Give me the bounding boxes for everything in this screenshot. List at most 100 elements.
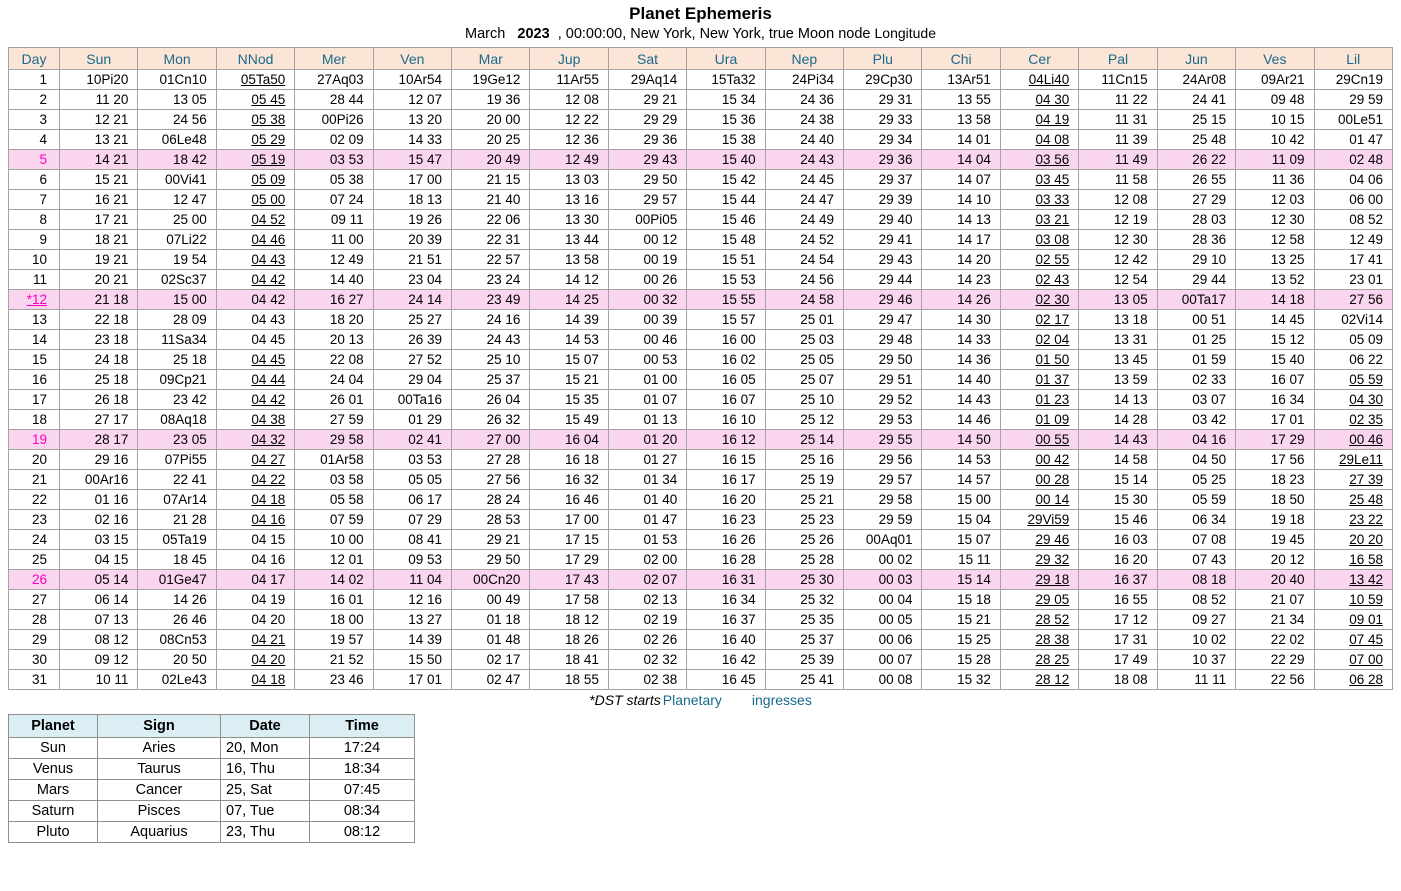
position-cell: 14 20 — [921, 249, 1001, 270]
position-cell: 16 34 — [686, 589, 766, 610]
position-cell: 14 40 — [294, 269, 374, 290]
position-cell: 25 18 — [58, 369, 139, 390]
position-cell: 09 53 — [372, 549, 453, 570]
position-cell: 12 49 — [1313, 229, 1393, 250]
position-cell: 13Ar51 — [921, 69, 1001, 90]
ingresses-table-body: Sun Aries 20, Mon 17:24 Venus Taurus 16, Thu 18… — [8, 737, 415, 843]
column-header-lil: Lil — [1313, 47, 1393, 70]
position-cell: 00 55 — [999, 429, 1080, 450]
position-cell: 00Pi05 — [607, 209, 688, 230]
position-cell: 20 12 — [1235, 549, 1315, 570]
position-cell: 03 53 — [372, 449, 453, 470]
position-cell: 20 50 — [137, 649, 217, 670]
column-header-chi: Chi — [921, 47, 1001, 70]
position-cell: 29 56 — [843, 449, 923, 470]
position-cell: 14 53 — [921, 449, 1001, 470]
position-cell: 17 41 — [1313, 249, 1393, 270]
position-cell: 15 44 — [686, 189, 766, 210]
position-cell: 09Cp21 — [137, 369, 217, 390]
position-cell: 29 43 — [843, 249, 923, 270]
position-cell: 25 37 — [764, 629, 845, 650]
position-cell: 00Pi26 — [294, 109, 374, 130]
position-cell: 12 01 — [294, 549, 374, 570]
position-cell: 00 32 — [607, 289, 688, 310]
column-header-sat: Sat — [607, 47, 688, 70]
position-cell: 29Aq14 — [607, 69, 688, 90]
position-cell: 20 40 — [1235, 569, 1315, 590]
position-cell: 12 08 — [529, 89, 609, 110]
position-cell: 11 11 — [1156, 669, 1237, 690]
position-cell: 03 07 — [1156, 389, 1237, 410]
position-cell: 19 21 — [58, 249, 139, 270]
position-cell: 05Ta19 — [137, 529, 217, 550]
dst-note: *DST starts — [589, 692, 661, 708]
position-cell: 12 47 — [137, 189, 217, 210]
ephemeris-row: 14 23 18 11Sa34 04 45 20 13 26 39 24 43 14 53 00… — [8, 329, 1393, 350]
position-cell: 29 44 — [1156, 269, 1237, 290]
position-cell: 16 10 — [686, 409, 766, 430]
position-cell: 10 02 — [1156, 629, 1237, 650]
position-cell: 20 49 — [451, 149, 531, 170]
position-cell: 26 55 — [1156, 169, 1237, 190]
position-cell: 05 38 — [294, 169, 374, 190]
position-cell: 11Sa34 — [137, 329, 217, 350]
position-cell: 00 42 — [999, 449, 1080, 470]
day-cell: 4 — [8, 129, 60, 150]
position-cell: 04 18 — [215, 669, 296, 690]
ingress-row: Sun Aries 20, Mon 17:24 — [8, 737, 415, 759]
day-cell: 24 — [8, 529, 60, 550]
position-cell: 05 19 — [215, 149, 296, 170]
planetary-ingresses-link[interactable]: Planetary — [662, 692, 722, 708]
position-cell: 07Ar14 — [137, 489, 217, 510]
position-cell: 11Ar55 — [529, 69, 609, 90]
position-cell: 07 29 — [372, 509, 453, 530]
ephemeris-row: 31 10 11 02Le43 04 18 23 46 17 01 02 47 18 55 02… — [8, 669, 1393, 690]
position-cell: 03 08 — [999, 229, 1080, 250]
ephemeris-row: 10 19 21 19 54 04 43 12 49 21 51 22 57 13 58 00 … — [8, 249, 1393, 270]
position-cell: 13 31 — [1078, 329, 1158, 350]
position-cell: 25 37 — [451, 369, 531, 390]
subtitle-longitude-label: Longitude — [874, 25, 937, 41]
position-cell: 14 13 — [921, 209, 1001, 230]
position-cell: 12 30 — [1235, 209, 1315, 230]
position-cell: 07Pi55 — [137, 449, 217, 470]
subtitle-details: , 00:00:00, New York, New York, true Moo… — [557, 26, 871, 42]
position-cell: 00Cn20 — [451, 569, 531, 590]
position-cell: 28 25 — [999, 649, 1080, 670]
position-cell: 25 01 — [764, 309, 845, 330]
position-cell: 25 48 — [1313, 489, 1393, 510]
position-cell: 14 26 — [921, 289, 1001, 310]
day-cell: 23 — [8, 509, 60, 530]
position-cell: 02 00 — [607, 549, 688, 570]
position-cell: 25 10 — [451, 349, 531, 370]
planetary-ingresses-link-2[interactable]: ingresses — [751, 692, 812, 708]
ephemeris-row: 26 05 14 01Ge47 04 17 14 02 11 04 00Cn20 17 43 0… — [8, 569, 1393, 590]
position-cell: 21 07 — [1235, 589, 1315, 610]
column-header-nep: Nep — [764, 47, 845, 70]
position-cell: 04 42 — [215, 269, 296, 290]
position-cell: 01 16 — [58, 489, 139, 510]
position-cell: 29 58 — [294, 429, 374, 450]
position-cell: 28 53 — [451, 509, 531, 530]
position-cell: 13 20 — [372, 109, 453, 130]
position-cell: 13 27 — [372, 609, 453, 630]
position-cell: 25 35 — [764, 609, 845, 630]
position-cell: 23 01 — [1313, 269, 1393, 290]
position-cell: 11 58 — [1078, 169, 1158, 190]
column-header-planet: Planet — [8, 714, 98, 738]
position-cell: 16 58 — [1313, 549, 1393, 570]
day-cell: 2 — [8, 89, 60, 110]
position-cell: 24 40 — [764, 129, 845, 150]
position-cell: 15 00 — [137, 289, 217, 310]
ingress-cell: 18:34 — [309, 758, 415, 780]
position-cell: 14 46 — [921, 409, 1001, 430]
day-cell: 21 — [8, 469, 60, 490]
position-cell: 29 44 — [843, 269, 923, 290]
ephemeris-row: 6 15 21 00Vi41 05 09 05 38 17 00 21 15 13 03 29 … — [8, 169, 1393, 190]
position-cell: 05 38 — [215, 109, 296, 130]
position-cell: 15 04 — [921, 509, 1001, 530]
position-cell: 24 14 — [372, 289, 453, 310]
position-cell: 14 57 — [921, 469, 1001, 490]
position-cell: 00 07 — [843, 649, 923, 670]
ephemeris-row: 2 11 20 13 05 05 45 28 44 12 07 19 36 12 08 29 2… — [8, 89, 1393, 110]
